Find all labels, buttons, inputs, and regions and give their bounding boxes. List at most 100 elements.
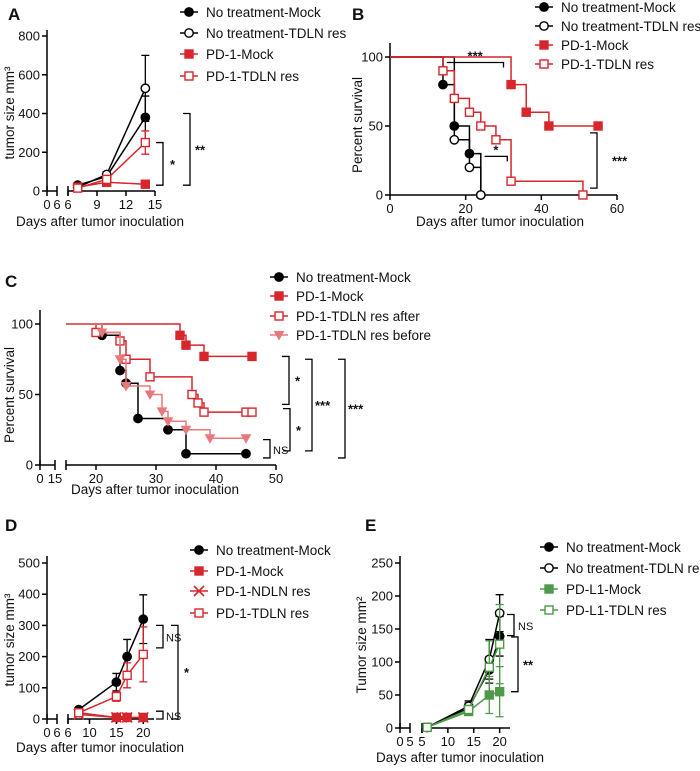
series-pd-1-ndln-res	[73, 708, 149, 724]
legend-item: PD-1-TDLN res before	[270, 328, 431, 343]
data-point	[181, 340, 191, 350]
x-axis-label: Days after tumor inoculation	[376, 750, 544, 765]
significance-label: *	[493, 142, 499, 157]
data-point	[494, 639, 505, 649]
legend-item: PD-1-TDLN res	[180, 69, 299, 84]
x-tick-label: 0	[43, 197, 50, 212]
y-tick-label: 800	[18, 29, 40, 44]
y-axis-label: tumor size mm³	[2, 593, 17, 687]
data-point	[114, 355, 126, 365]
series-line	[426, 612, 501, 729]
data-point	[241, 448, 251, 459]
significance-label: ***	[315, 398, 331, 413]
significance-bracket	[263, 438, 271, 459]
data-point	[544, 121, 554, 131]
significance-label: NS	[166, 633, 181, 645]
data-point	[593, 121, 603, 131]
panel-label: E	[365, 516, 376, 535]
x-tick-label: 9	[93, 197, 100, 212]
data-point	[180, 425, 192, 436]
data-point	[111, 677, 122, 688]
significance-label: **	[523, 657, 534, 672]
significance-label: ***	[612, 154, 628, 169]
x-axis-label: Days after tumor inoculation	[16, 740, 184, 755]
legend-label: No treatment-TDLN res	[206, 26, 347, 41]
data-point	[491, 135, 501, 145]
significance-bracket	[156, 710, 164, 720]
x-tick-label: 30	[149, 471, 163, 486]
significance-bracket	[156, 624, 164, 649]
x-tick-label: 20	[458, 201, 472, 216]
x-tick-label: 15	[467, 734, 481, 749]
legend-item: No treatment-TDLN res	[180, 26, 347, 41]
series-no-treatment-tdln-res	[390, 56, 486, 200]
series-line	[426, 690, 500, 729]
data-point	[175, 330, 185, 340]
data-point	[484, 662, 494, 672]
series-pd-1-mock	[66, 323, 257, 362]
data-point	[438, 66, 448, 76]
x-tick-label: 10	[441, 734, 455, 749]
panel-label: C	[5, 272, 17, 291]
legend-item: No treatment-Mock	[190, 543, 331, 558]
y-tick-label: 300	[18, 618, 40, 633]
y-tick-label: 600	[18, 67, 40, 82]
legend-label: PD-1-TDLN res	[561, 57, 654, 72]
series-line	[78, 713, 144, 719]
data-point	[140, 83, 151, 94]
data-point	[145, 372, 155, 382]
x-tick-label: 60	[610, 201, 624, 216]
legend-marker	[544, 542, 554, 552]
legend-marker	[184, 71, 194, 81]
legend-label: PD-1-Mock	[216, 564, 284, 579]
significance-bracket	[507, 613, 515, 637]
legend-marker	[274, 291, 284, 301]
x-tick-label: 0	[36, 471, 43, 486]
series-pd-1-tdln-res	[74, 626, 148, 718]
legend-label: PD-L1-TDLN res	[566, 603, 667, 618]
legend-item: PD-1-Mock	[190, 564, 284, 579]
x-tick-label: 15	[148, 197, 162, 212]
data-point	[438, 79, 448, 90]
y-axis-label: Tumor size mm²	[354, 596, 369, 694]
data-point	[121, 711, 133, 724]
legend-label: PD-1-Mock	[206, 47, 274, 62]
y-tick-label: 200	[18, 145, 40, 160]
panel-label: B	[352, 5, 364, 24]
data-point	[133, 413, 143, 424]
series-pd-1-tdln-res	[390, 56, 588, 200]
significance-bracket	[183, 112, 191, 186]
data-point	[122, 670, 132, 681]
y-axis-label: Percent survival	[350, 77, 365, 173]
y-tick-label: 0	[26, 458, 33, 473]
significance-label: NS	[166, 711, 181, 723]
legend-label: No treatment-Mock	[561, 0, 676, 15]
panel-label: A	[8, 5, 20, 24]
data-point	[181, 448, 191, 459]
x-tick-label: 40	[209, 471, 223, 486]
data-point	[96, 328, 108, 338]
legend-item: No treatment-Mock	[270, 270, 411, 285]
data-point	[116, 711, 128, 724]
legend-item: No treatment-Mock	[535, 0, 676, 15]
panel-label: D	[5, 516, 17, 535]
legend-marker	[274, 311, 284, 321]
y-tick-label: 100	[11, 317, 33, 332]
y-tick-label: 50	[19, 387, 33, 402]
legend-item: PD-1-Mock	[180, 47, 274, 62]
series-no-treatment-tdln-res	[72, 54, 151, 193]
legend-item: PD-1-Mock	[535, 38, 629, 53]
legend-item: PD-L1-TDLN res	[540, 603, 667, 618]
legend-label: No treatment-Mock	[566, 540, 681, 555]
data-point	[506, 176, 516, 186]
series-pd-1-tdln-res-before	[66, 323, 252, 444]
legend-marker	[539, 2, 549, 12]
data-point	[240, 434, 252, 444]
significance-bracket	[590, 132, 598, 189]
data-point	[144, 390, 156, 401]
legend-label: PD-1-NDLN res	[216, 584, 311, 599]
legend-label: PD-1-TDLN res after	[296, 309, 420, 324]
series-line	[78, 618, 144, 711]
